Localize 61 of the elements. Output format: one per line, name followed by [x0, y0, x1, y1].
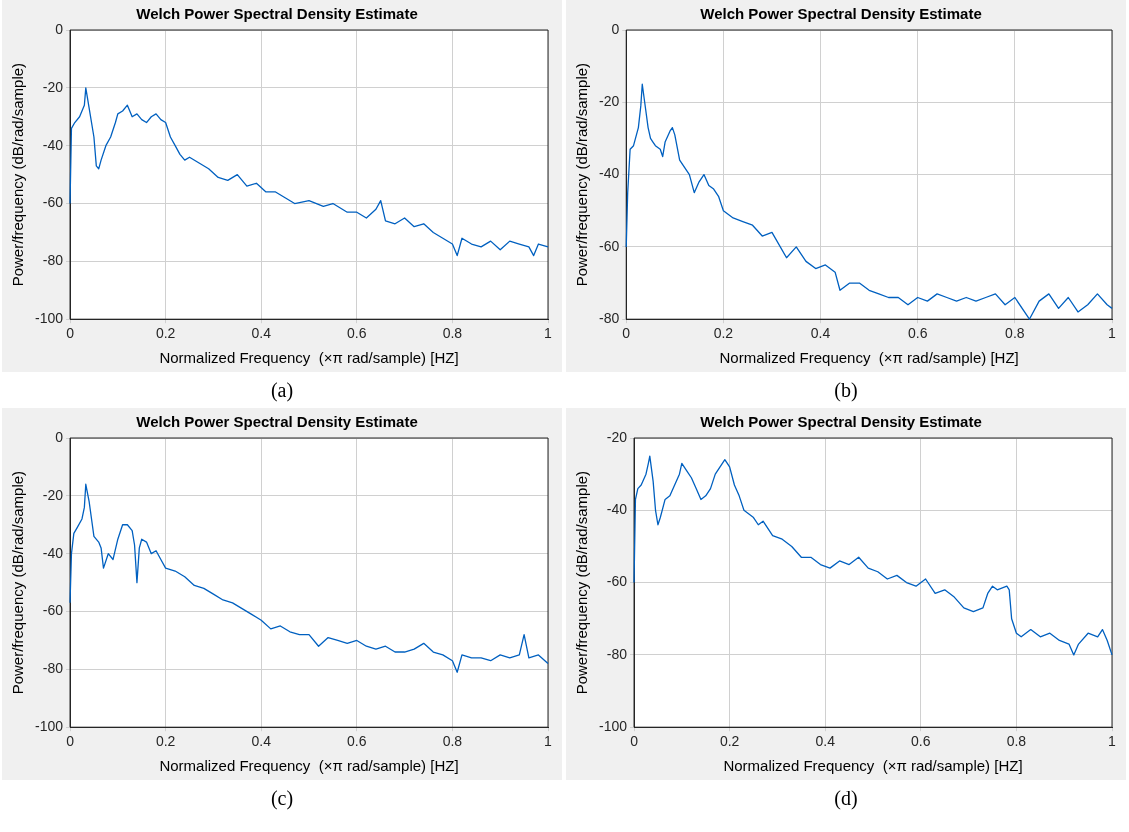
- x-axis-title: Normalized Frequency (×π rad/sample) [HZ]: [159, 757, 459, 775]
- x-tick-label: 0.8: [1005, 325, 1025, 342]
- y-axis-title: Power/frequency (dB/rad/sample): [573, 470, 591, 695]
- y-tick-label: -20: [42, 486, 64, 503]
- x-tick-label: 1: [544, 733, 553, 750]
- x-tick-label: 0.2: [155, 325, 176, 342]
- x-tick-label: 0.8: [442, 325, 463, 342]
- y-axis-title: Power/frequency (dB/rad/sample): [573, 62, 591, 287]
- y-tick-label: -80: [599, 310, 620, 327]
- x-tick-label: 0.4: [251, 733, 272, 750]
- y-tick-label: -20: [599, 93, 620, 110]
- text: (a): [270, 378, 294, 404]
- x-tick-label: 0.8: [442, 733, 463, 750]
- x-tick-label: 1: [1108, 733, 1117, 750]
- x-tick-label: 0.6: [907, 325, 928, 342]
- x-tick-label: 0.8: [1006, 733, 1027, 750]
- y-tick-label: 0: [55, 20, 64, 37]
- x-tick-label: 0.6: [911, 733, 931, 750]
- x-tick-label: 0.2: [713, 325, 734, 342]
- x-tick-label: 1: [1108, 325, 1117, 342]
- y-tick-label: -20: [42, 78, 64, 95]
- y-tick-label: 0: [611, 20, 620, 37]
- chart-title: Welch Power Spectral Density Estimate: [700, 5, 982, 23]
- y-tick-label: -80: [606, 645, 628, 662]
- y-tick-label: -20: [606, 428, 628, 445]
- y-tick-label: -100: [34, 718, 64, 735]
- x-tick-label: 0.4: [251, 325, 272, 342]
- y-tick-label: -80: [42, 252, 64, 269]
- y-tick-label: -60: [606, 573, 628, 590]
- y-axis-title: Power/frequency (dB/rad/sample): [9, 62, 27, 287]
- y-axis-title: Power/frequency (dB/rad/sample): [9, 470, 27, 695]
- x-tick-label: 0.6: [347, 733, 367, 750]
- x-axis-title: Normalized Frequency (×π rad/sample) [HZ]: [159, 349, 459, 367]
- y-tick-label: -40: [42, 136, 64, 153]
- y-tick-label: -100: [34, 310, 64, 327]
- x-tick-label: 0: [66, 733, 75, 750]
- y-tick-label: -100: [598, 718, 628, 735]
- x-tick-label: 0.4: [815, 733, 836, 750]
- y-tick-label: -60: [599, 237, 620, 254]
- text: (d): [834, 786, 858, 811]
- y-tick-label: -60: [42, 602, 64, 619]
- y-tick-label: -40: [599, 165, 620, 182]
- chart-title: Welch Power Spectral Density Estimate: [136, 5, 418, 23]
- y-tick-label: -40: [606, 501, 628, 518]
- text: (b): [834, 378, 858, 403]
- x-tick-label: 1: [544, 325, 553, 342]
- x-tick-label: 0: [66, 325, 75, 342]
- x-tick-label: 0.6: [347, 325, 367, 342]
- x-tick-label: 0.4: [810, 325, 831, 342]
- x-tick-label: 0: [630, 733, 639, 750]
- y-tick-label: -80: [42, 660, 64, 677]
- x-tick-label: 0.2: [719, 733, 740, 750]
- chart-title: Welch Power Spectral Density Estimate: [700, 413, 982, 431]
- x-axis-title: Normalized Frequency (×π rad/sample) [HZ]: [723, 757, 1023, 775]
- y-tick-label: -60: [42, 194, 64, 211]
- y-tick-label: 0: [55, 428, 64, 445]
- chart-title: Welch Power Spectral Density Estimate: [136, 413, 418, 431]
- x-tick-label: 0.2: [155, 733, 176, 750]
- text: (c): [270, 786, 294, 812]
- x-axis-title: Normalized Frequency (×π rad/sample) [HZ]: [719, 349, 1019, 367]
- y-tick-label: -40: [42, 544, 64, 561]
